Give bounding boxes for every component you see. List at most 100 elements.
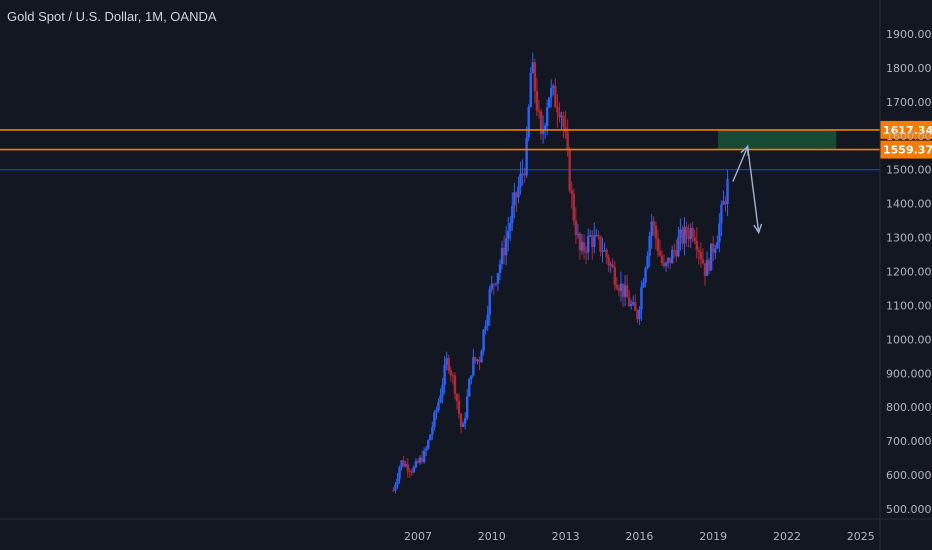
price-tick-label: 1000.000: [886, 333, 932, 346]
candle-body: [519, 173, 522, 187]
price-tag: [880, 140, 932, 159]
candle-body: [652, 221, 655, 226]
candle-body: [714, 248, 717, 253]
candle-body: [414, 460, 418, 468]
candle-body: [488, 289, 491, 315]
candle-body: [697, 249, 701, 252]
candle-body: [470, 375, 473, 380]
candle-body: [671, 249, 674, 264]
candle-body: [621, 283, 625, 298]
candle-body: [500, 247, 504, 265]
projection-path[interactable]: [732, 143, 760, 233]
candle-body: [660, 255, 664, 264]
candle-body: [466, 396, 469, 419]
candle-body: [504, 238, 508, 256]
candle-body: [502, 247, 506, 256]
candle-body: [679, 229, 682, 238]
candle-body: [718, 223, 721, 243]
candle-body: [494, 283, 498, 285]
candle-body: [720, 204, 723, 224]
candle-body: [576, 233, 580, 236]
candle-body: [396, 478, 399, 485]
candle-body: [439, 395, 442, 403]
price-tick-label: 1300.000: [886, 232, 932, 245]
candle-body: [548, 97, 551, 108]
candle-body: [617, 288, 621, 291]
candle-body: [406, 464, 409, 472]
candle-body: [636, 310, 639, 320]
candle-body: [394, 484, 397, 491]
candle-body: [420, 457, 424, 463]
candle-body: [677, 237, 680, 257]
candle-body: [478, 359, 481, 363]
time-tick-label: 2007: [404, 530, 432, 543]
candle-body: [509, 223, 512, 231]
candle-body: [562, 115, 565, 128]
candle-body: [463, 418, 467, 424]
candle-body: [599, 236, 602, 252]
candle-body: [597, 234, 600, 237]
candle-body: [664, 262, 668, 266]
candle-body: [722, 201, 725, 205]
price-tick-label: 1600.000: [886, 130, 932, 143]
candle-body: [685, 226, 688, 236]
candle-body: [705, 260, 709, 276]
candle-body: [496, 273, 500, 284]
candle-body: [472, 357, 475, 376]
candle-body: [654, 225, 657, 239]
target-zone[interactable]: [718, 129, 837, 150]
candle-body: [693, 237, 696, 241]
candle-body: [451, 375, 455, 377]
candle-body: [515, 192, 518, 198]
candle-body: [687, 235, 690, 240]
price-tick-label: 1100.000: [886, 299, 932, 312]
price-tick-label: 600.000: [886, 469, 932, 482]
candle-body: [724, 201, 727, 204]
time-tick-label: 2010: [478, 530, 506, 543]
chart-title: Gold Spot / U.S. Dollar, 1M, OANDA: [7, 9, 217, 24]
price-tick-label: 800.000: [886, 401, 932, 414]
candle-body: [625, 285, 629, 298]
candle-body: [613, 267, 616, 285]
candle-body: [673, 249, 676, 251]
time-tick-label: 2022: [773, 530, 801, 543]
candle-body: [521, 173, 524, 175]
candle-body: [513, 192, 516, 206]
candle-body: [427, 440, 430, 449]
candle-body: [656, 238, 660, 252]
candle-body: [535, 91, 539, 111]
price-tag: [880, 120, 932, 139]
candle-body: [712, 243, 715, 253]
candle-body: [578, 233, 582, 251]
candle-body: [474, 357, 477, 361]
candle-body: [404, 464, 407, 467]
candle-body: [453, 375, 457, 394]
candle-body: [443, 364, 446, 386]
candle-body: [537, 110, 541, 112]
candle-body: [457, 400, 461, 414]
candle-body: [570, 190, 573, 194]
candle-body: [437, 402, 440, 411]
candle-body: [402, 460, 405, 467]
candle-body: [566, 132, 569, 151]
candle-body: [441, 385, 444, 396]
candle-body: [482, 329, 485, 351]
candle-body: [517, 186, 520, 198]
candle-body: [595, 234, 598, 236]
time-tick-label: 2019: [699, 530, 727, 543]
candle-body: [630, 304, 633, 307]
candle-body: [634, 302, 637, 311]
candle-body: [527, 107, 530, 138]
arrow-head: [753, 223, 763, 235]
price-tick-label: 1800.000: [886, 62, 932, 75]
price-tag-label: 1559.370: [883, 144, 932, 157]
candle-body: [486, 314, 489, 326]
candle-body: [431, 427, 434, 435]
candle-body: [550, 87, 553, 98]
candle-body: [449, 370, 452, 376]
candle-body: [648, 235, 651, 256]
time-tick-label: 2016: [625, 530, 653, 543]
price-tag-label: 1617.349: [883, 124, 932, 137]
candle-body: [492, 283, 496, 285]
